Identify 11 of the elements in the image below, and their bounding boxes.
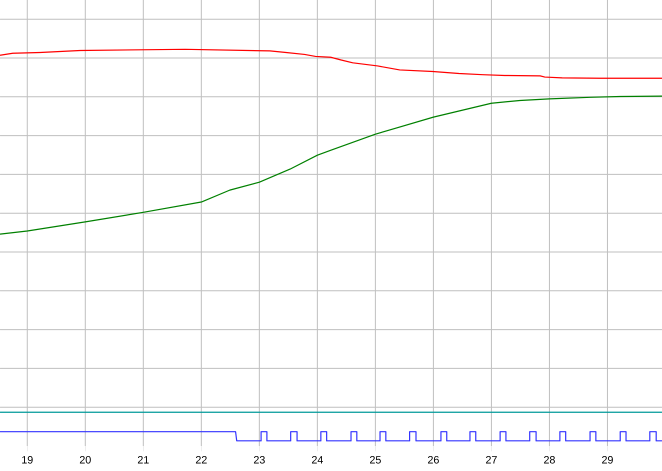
x-tick-label: 29 [602,456,613,464]
x-tick-label: 21 [138,456,149,464]
x-tick-label: 20 [80,456,91,464]
x-tick-label: 28 [544,456,555,464]
x-tick-label: 26 [428,456,439,464]
x-tick-label: 24 [312,456,323,464]
x-tick-label: 27 [486,456,497,464]
x-tick-label: 22 [196,456,207,464]
x-tick-label: 23 [254,456,265,464]
x-tick-label: 25 [370,456,381,464]
x-tick-label: 19 [22,456,33,464]
